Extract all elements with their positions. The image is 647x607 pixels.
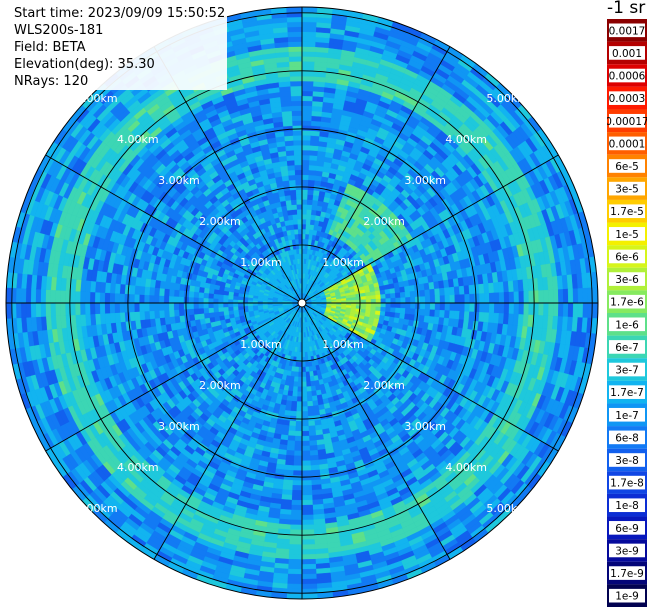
colorbar-level: 1e-8 [607, 493, 647, 517]
ring-label-5: 5.00km [76, 502, 118, 515]
spoke-210 [153, 302, 303, 560]
ring-label-3: 3.00km [404, 174, 446, 187]
colorbar-level: 1.7e-5 [607, 199, 647, 223]
ring-label-3: 3.00km [158, 174, 200, 187]
colorbar-label: 6e-5 [615, 161, 639, 173]
colorbar-level: 1e-9 [607, 584, 647, 607]
ring-label-4: 4.00km [445, 461, 487, 474]
colorbar-label: 3e-7 [615, 365, 639, 377]
elevation-text: Elevation(deg): 35.30 [14, 57, 155, 72]
colorbar-level: 6e-6 [607, 245, 647, 268]
nrays-text: NRays: 120 [14, 74, 89, 89]
spoke-150 [301, 302, 451, 560]
scan-info-box: Start time: 2023/09/09 15:50:52 WLS200s-… [12, 5, 228, 90]
colorbar-label: 0.0017 [609, 25, 646, 37]
spoke-30 [301, 46, 451, 304]
range-ring-labels: 1.00km 1.00km 1.00km 1.00km 2.00km 2.00km 2.00… [76, 92, 528, 515]
colorbar-level: 6e-9 [607, 516, 647, 540]
origin-marker [297, 298, 307, 308]
instrument-text: WLS200s-181 [14, 23, 104, 38]
colorbar-level: 6e-8 [607, 426, 647, 449]
ring-label-1: 1.00km [322, 338, 364, 351]
colorbar-label: 3e-8 [615, 455, 639, 467]
colorbar-level: 0.0003 [607, 86, 647, 110]
spoke-300 [45, 154, 303, 304]
ring-label-4: 4.00km [117, 461, 159, 474]
colorbar-label: 1e-7 [615, 410, 639, 422]
ring-label-3: 3.00km [404, 420, 446, 433]
colorbar-level: 1e-7 [607, 403, 647, 427]
colorbar-level: 1.7e-9 [607, 561, 647, 585]
colorbar-level: 0.0017 [607, 19, 647, 42]
colorbar-label: 0.0003 [609, 93, 646, 105]
start-time-text: Start time: 2023/09/09 15:50:52 [14, 6, 226, 21]
colorbar-level: 3e-7 [607, 358, 647, 381]
ring-label-3: 3.00km [158, 420, 200, 433]
colorbar-level: 3e-9 [607, 539, 647, 562]
colorbar-label: 1.7e-8 [610, 478, 644, 490]
colorbar-level: 3e-6 [607, 267, 647, 291]
ring-label-2: 2.00km [363, 215, 405, 228]
ring-label-4: 4.00km [117, 133, 159, 146]
beta-field [6, 7, 598, 599]
colorbar-level: 1.7e-8 [607, 471, 647, 494]
colorbar-label: 1e-9 [615, 591, 639, 603]
colorbar-level: 1e-6 [607, 313, 647, 336]
colorbar-level: 0.001 [607, 41, 647, 65]
colorbar-label: 0.0001 [609, 138, 646, 150]
colorbar-label: 1e-6 [615, 319, 639, 331]
spoke-240 [45, 302, 303, 452]
ring-label-5: 5.00km [486, 92, 528, 105]
colorbar-label: 1.7e-6 [610, 297, 644, 309]
colorbar-label: 1.7e-9 [610, 568, 644, 580]
colorbar-label: 1.7e-7 [610, 387, 644, 399]
ring-label-4: 4.00km [445, 133, 487, 146]
colorbar-label: 0.00017 [607, 116, 647, 128]
colorbar-label: 6e-9 [615, 523, 639, 535]
ring-label-5: 5.00km [486, 502, 528, 515]
colorbar-level: 3e-5 [607, 177, 647, 200]
ring-label-1: 1.00km [240, 256, 282, 269]
ring-label-1: 1.00km [240, 338, 282, 351]
ring-label-2: 2.00km [363, 379, 405, 392]
colorbar-level: 1.7e-7 [607, 380, 647, 404]
colorbar-label: 1.7e-5 [610, 206, 644, 218]
azimuth-spokes [6, 7, 598, 599]
colorbar-label: 3e-9 [615, 545, 639, 557]
colorbar-level: 1e-5 [607, 222, 647, 246]
colorbar-unit-label: -1 sr [607, 0, 646, 18]
colorbar-level: 0.0001 [607, 132, 647, 155]
field-text: Field: BETA [14, 40, 86, 55]
colorbar-label: 6e-6 [615, 251, 639, 263]
colorbar-level: 1.7e-6 [607, 290, 647, 313]
ring-label-5: 5.00km [76, 92, 118, 105]
spoke-120 [301, 302, 559, 452]
colorbar-level: 6e-5 [607, 154, 647, 178]
colorbar-label: 0.0006 [609, 71, 646, 83]
colorbar-level: 6e-7 [607, 335, 647, 359]
colorbar-label: 6e-7 [615, 342, 639, 354]
spoke-60 [301, 154, 559, 304]
colorbar-label: 3e-5 [615, 184, 639, 196]
colorbar-level: 0.00017 [607, 109, 647, 133]
colorbar-label: 1e-5 [615, 229, 639, 241]
colorbar-label: 6e-8 [615, 432, 639, 444]
ring-label-2: 2.00km [199, 215, 241, 228]
colorbar-label: 3e-6 [615, 274, 639, 286]
colorbar-level: 3e-8 [607, 448, 647, 472]
ring-label-2: 2.00km [199, 379, 241, 392]
colorbar-label: 1e-8 [615, 500, 639, 512]
ring-label-1: 1.00km [322, 256, 364, 269]
colorbar-label: 0.001 [612, 48, 642, 60]
colorbar: 0.0017 0.001 0.0006 0.0003 0.00017 0.0001 6e-5… [607, 19, 647, 607]
colorbar-level: 0.0006 [607, 64, 647, 87]
